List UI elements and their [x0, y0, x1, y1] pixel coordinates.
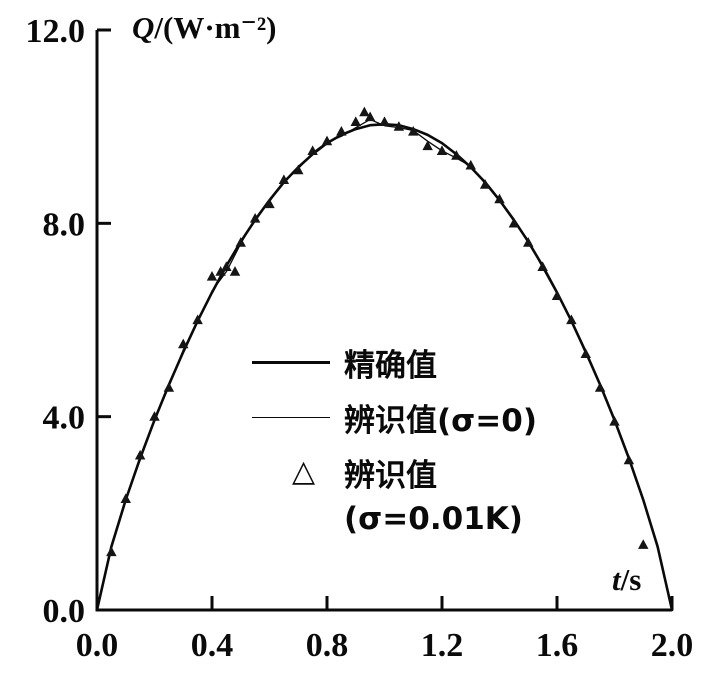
triangle-data-marker [215, 266, 226, 276]
triangle-data-marker [249, 213, 261, 223]
triangle-data-marker [508, 217, 520, 228]
legend-label: 辨识值 [344, 457, 437, 494]
legend-symbol-cell [252, 416, 344, 418]
triangle-data-marker [264, 198, 275, 209]
triangle-data-marker [293, 164, 304, 175]
triangle-data-marker [638, 539, 649, 549]
triangle-data-marker [623, 454, 635, 465]
y-tick-label: 12.0 [26, 13, 86, 50]
triangle-data-marker [321, 135, 333, 146]
triangle-data-marker [451, 150, 462, 160]
triangle-data-marker [307, 145, 318, 155]
triangle-data-marker [537, 261, 548, 271]
legend-symbol-cell: △ [252, 457, 344, 487]
triangle-data-marker [523, 237, 534, 247]
legend-label: 辨识值(σ=0) [344, 402, 538, 439]
triangle-data-marker [408, 126, 419, 136]
x-axis-label: t/s [612, 562, 641, 598]
legend-label: 精确值 [344, 347, 437, 384]
legend-symbol-cell [252, 360, 344, 364]
thin-line-symbol [252, 416, 330, 418]
x-tick-label: 0.0 [76, 627, 119, 664]
legend-label: (σ=0.01K) [344, 501, 523, 537]
triangle-data-marker [494, 193, 505, 204]
x-axis-variable: t [612, 562, 621, 597]
x-tick-label: 1.2 [421, 627, 464, 664]
triangle-marker-icon: △ [292, 454, 316, 489]
triangle-data-marker [364, 111, 376, 122]
triangle-data-marker [178, 338, 189, 349]
x-tick-label: 2.0 [651, 627, 694, 664]
y-tick-label: 0.0 [43, 593, 86, 630]
x-tick-label: 1.6 [536, 627, 579, 664]
triangle-data-marker [422, 140, 433, 151]
y-axis-variable: Q [132, 10, 155, 45]
triangle-data-marker [149, 411, 160, 421]
triangle-data-marker [278, 174, 290, 184]
legend-item-identified-sigma0: 辨识值(σ=0) [252, 395, 537, 439]
x-tick-label: 0.8 [306, 627, 349, 664]
triangle-data-marker [235, 237, 246, 247]
triangle-data-marker [350, 116, 361, 126]
triangle-data-marker [566, 314, 577, 325]
legend: 精确值 辨识值(σ=0) △ 辨识值 (σ=0.01K) [252, 340, 537, 552]
triangle-data-marker [465, 159, 476, 170]
triangle-data-marker [120, 493, 131, 503]
triangle-data-marker [192, 314, 203, 325]
legend-item-identified-noisy-cont: (σ=0.01K) [252, 497, 537, 541]
thick-line-symbol [252, 360, 330, 364]
y-axis-label: Q/(W·m⁻²) [132, 10, 276, 46]
triangle-data-marker [221, 261, 232, 271]
triangle-data-marker [551, 290, 563, 300]
triangle-data-marker [336, 126, 347, 136]
legend-item-identified-noisy: △ 辨识值 [252, 450, 537, 494]
x-tick-label: 0.4 [191, 627, 234, 664]
triangle-data-marker [436, 145, 448, 155]
triangle-data-marker [594, 382, 606, 392]
triangle-data-marker [229, 266, 241, 276]
legend-item-exact: 精确值 [252, 340, 537, 384]
triangle-data-marker [106, 546, 117, 557]
y-tick-label: 4.0 [43, 400, 86, 437]
triangle-data-marker [163, 382, 175, 392]
triangle-data-marker [359, 106, 370, 117]
triangle-data-marker [609, 416, 620, 426]
y-tick-label: 8.0 [43, 206, 86, 243]
triangle-data-marker [379, 116, 390, 126]
triangle-data-marker [393, 121, 405, 131]
triangle-data-marker [479, 179, 491, 189]
y-axis-unit: /(W·m⁻²) [154, 10, 277, 45]
triangle-data-marker [134, 449, 146, 460]
x-axis-unit: /s [620, 562, 642, 597]
triangle-data-marker [580, 348, 591, 358]
triangle-data-marker [206, 271, 218, 281]
